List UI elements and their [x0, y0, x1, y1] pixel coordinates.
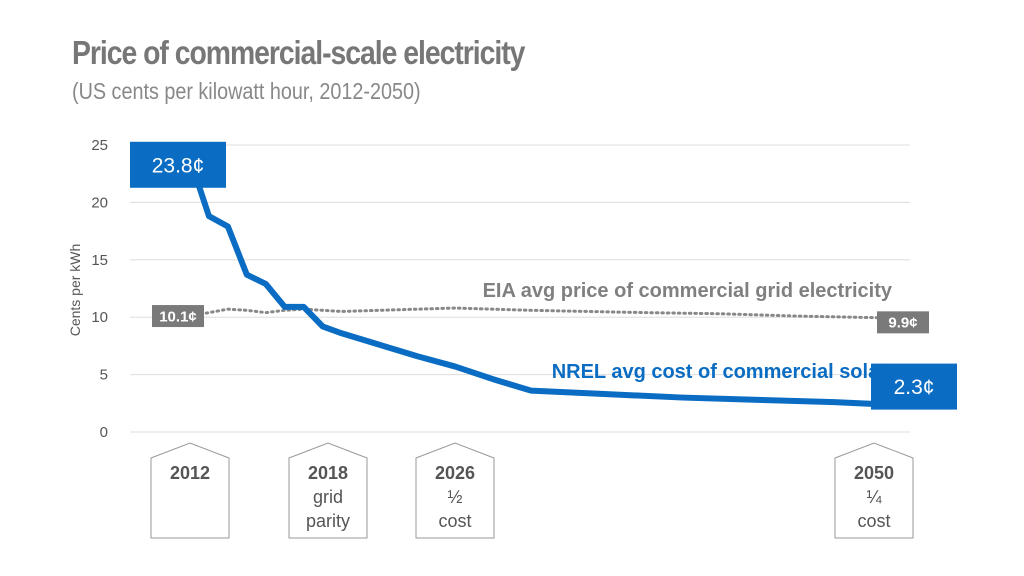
eia-end-label-box [877, 311, 929, 334]
series-labels: 10.1¢ 9.9¢ 23.8¢ 2.3¢ EIA avg price of comme… [130, 141, 957, 410]
eia-end-label: 9.9¢ [877, 311, 929, 334]
milestone-2018: 2018 grid parity [288, 442, 368, 539]
chart-title: Price of commercial-scale electricity [72, 34, 525, 71]
milestone-shape [288, 442, 368, 539]
milestone-year: 2050 [854, 463, 894, 483]
milestone-note: ½ [447, 487, 462, 507]
grid-lines [130, 144, 910, 433]
eia-end-label-text: 9.9¢ [888, 315, 917, 332]
milestone-year: 2026 [435, 463, 475, 483]
nrel-end-label-text: 2.3¢ [894, 376, 935, 399]
milestone-shape [415, 442, 495, 539]
nrel-end-label: 2.3¢ [871, 363, 957, 410]
milestone-2026: 2026 ½ cost [415, 442, 495, 539]
eia-series-name: EIA avg price of commercial grid electri… [483, 280, 893, 302]
y-tick-label: 15 [91, 252, 108, 269]
y-tick-label: 5 [100, 367, 108, 384]
nrel-start-label-box [130, 141, 226, 188]
milestone-note: cost [438, 511, 471, 531]
milestones: 2012 2018 grid parity 2026 ½ cost 2050 ¼ cost [150, 442, 914, 539]
milestone-note: cost [857, 511, 890, 531]
milestone-2012: 2012 [150, 442, 230, 539]
eia-start-label-box [152, 305, 204, 328]
nrel-series-name: NREL avg cost of commercial solar [552, 361, 888, 383]
milestone-shape [150, 442, 230, 539]
milestone-note: grid [313, 487, 343, 507]
y-tick-label: 10 [91, 309, 108, 326]
series-layer [187, 155, 913, 409]
eia-grid-price-line [188, 306, 912, 320]
eia-start-label: 10.1¢ [152, 305, 204, 328]
milestone-2050: 2050 ¼ cost [834, 442, 914, 539]
y-axis-label: Cents per kWh [67, 244, 83, 337]
y-tick-label: 25 [91, 137, 108, 154]
y-tick-label: 20 [91, 194, 108, 211]
milestone-note: parity [306, 511, 350, 531]
milestone-note: ¼ [866, 487, 882, 507]
milestone-year: 2012 [170, 463, 210, 483]
milestone-year: 2018 [308, 463, 348, 483]
nrel-solar-cost-line [187, 155, 913, 409]
eia-start-label-text: 10.1¢ [159, 308, 197, 325]
milestone-shape [834, 442, 914, 539]
nrel-start-label: 23.8¢ [130, 141, 226, 188]
y-axis-ticks: 0 5 10 15 20 25 [91, 137, 108, 441]
chart-subtitle: (US cents per kilowatt hour, 2012-2050) [72, 78, 421, 104]
y-tick-label: 0 [100, 424, 108, 441]
nrel-start-label-text: 23.8¢ [152, 154, 205, 177]
nrel-end-label-box [871, 363, 957, 410]
